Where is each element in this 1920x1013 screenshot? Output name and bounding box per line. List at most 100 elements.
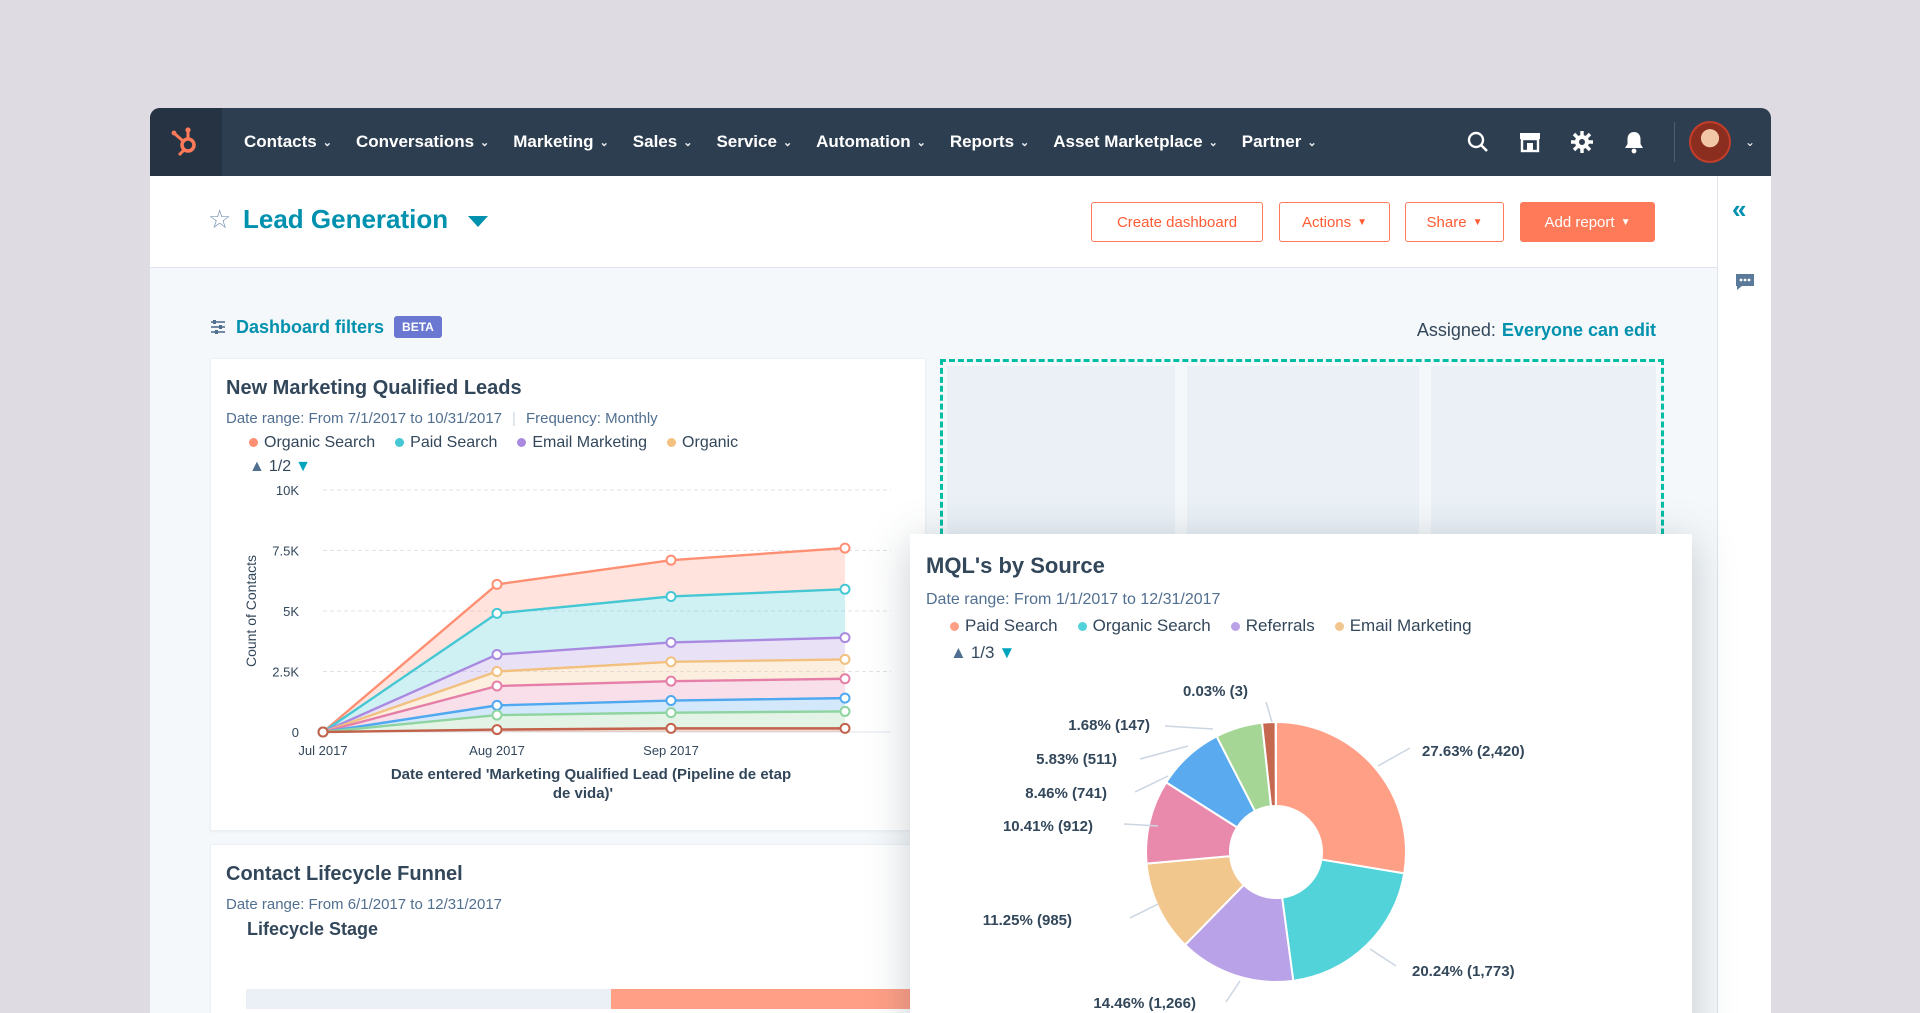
- card-title: Contact Lifecycle Funnel: [226, 863, 463, 885]
- data-point[interactable]: [839, 692, 851, 704]
- dashboard-filters[interactable]: Dashboard filters BETA: [210, 316, 442, 338]
- page-title[interactable]: Lead Generation: [243, 204, 449, 234]
- nav-item-service[interactable]: Service ⌄: [704, 132, 804, 152]
- nav-item-automation[interactable]: Automation ⌄: [804, 132, 938, 152]
- gear-icon[interactable]: [1556, 130, 1608, 154]
- nav-item-asset-marketplace[interactable]: Asset Marketplace ⌄: [1041, 132, 1230, 152]
- data-point[interactable]: [491, 724, 503, 736]
- chevron-down-icon: ⌄: [1020, 136, 1030, 149]
- data-point[interactable]: [839, 722, 851, 734]
- star-icon[interactable]: ☆: [208, 204, 232, 234]
- legend-dot: [950, 622, 959, 631]
- series-line: [322, 727, 845, 734]
- pie-slice[interactable]: [1183, 883, 1295, 983]
- legend-item[interactable]: Paid Search: [950, 616, 1058, 636]
- caret-down-icon: ▼: [1357, 216, 1368, 228]
- legend-item[interactable]: Organic Search: [1077, 616, 1211, 636]
- legend-item[interactable]: Paid Search: [395, 434, 497, 452]
- legend-item[interactable]: Referrals: [1230, 616, 1315, 636]
- legend-item[interactable]: Organic Search: [249, 434, 375, 452]
- data-point[interactable]: [665, 722, 677, 734]
- search-icon[interactable]: [1452, 131, 1504, 153]
- button-label: Actions: [1301, 213, 1352, 231]
- data-point[interactable]: [839, 705, 851, 717]
- top-nav: Contacts ⌄ Conversations ⌄ Marketing ⌄ Sale…: [150, 108, 1771, 176]
- legend-dot: [1230, 622, 1240, 631]
- bell-icon[interactable]: [1608, 130, 1660, 154]
- nav-item-reports[interactable]: Reports ⌄: [938, 132, 1041, 152]
- data-point[interactable]: [491, 699, 503, 711]
- nav-item-label: Sales: [632, 132, 678, 151]
- data-point[interactable]: [665, 695, 677, 707]
- nav-item-label: Service: [716, 132, 777, 151]
- data-point[interactable]: [839, 542, 851, 554]
- x-tick-label: Aug 2017: [469, 743, 525, 758]
- legend-dot: [1077, 622, 1087, 631]
- data-point[interactable]: [665, 656, 677, 668]
- series-line: [322, 658, 846, 734]
- chevron-down-icon: ⌄: [599, 136, 609, 149]
- legend-item[interactable]: Email Marketing: [1334, 616, 1472, 636]
- separator: |: [512, 410, 516, 427]
- slice-label: 27.63% (2,420): [1422, 743, 1525, 760]
- nav-item-label: Marketing: [513, 132, 594, 151]
- nav-item-sales[interactable]: Sales ⌄: [621, 132, 705, 152]
- donut-chart: 27.63% (2,420) 20.24% (1,773) 14.46% (1,26…: [983, 683, 1525, 1012]
- new-mql-card: New Marketing Qualified Leads Date range…: [210, 358, 926, 831]
- data-point[interactable]: [491, 666, 503, 677]
- create-dashboard-button[interactable]: Create dashboard: [1091, 202, 1263, 242]
- marketplace-icon[interactable]: [1504, 131, 1556, 153]
- data-point[interactable]: [491, 709, 503, 721]
- chevron-down-icon[interactable]: ⌄: [1744, 135, 1755, 149]
- add-report-button[interactable]: Add report ▼: [1520, 202, 1655, 242]
- data-point[interactable]: [665, 675, 677, 687]
- leader-line: [1164, 725, 1214, 730]
- data-point[interactable]: [839, 673, 851, 685]
- nav-item-conversations[interactable]: Conversations ⌄: [344, 132, 501, 152]
- data-point[interactable]: [491, 680, 503, 692]
- data-point[interactable]: [839, 583, 851, 595]
- dashboard-filters-label[interactable]: Dashboard filters: [236, 316, 385, 337]
- actions-button[interactable]: Actions ▼: [1279, 202, 1390, 242]
- data-point[interactable]: [491, 607, 503, 619]
- chat-icon[interactable]: [1734, 272, 1756, 297]
- button-label: Add report: [1544, 213, 1615, 231]
- pager-down-icon[interactable]: ▼: [998, 643, 1016, 662]
- pager-up-icon[interactable]: ▲: [950, 643, 967, 662]
- date-range: Date range: From 7/1/2017 to 10/31/2017: [226, 410, 503, 427]
- data-point[interactable]: [665, 590, 677, 602]
- data-point[interactable]: [665, 636, 677, 648]
- share-button[interactable]: Share ▼: [1405, 202, 1504, 242]
- avatar[interactable]: [1688, 121, 1731, 163]
- nav-menu: Contacts ⌄ Conversations ⌄ Marketing ⌄ Sale…: [232, 132, 1329, 152]
- slice-label: 8.46% (741): [1025, 785, 1107, 802]
- data-point[interactable]: [491, 649, 503, 661]
- nav-item-label: Automation: [816, 132, 911, 151]
- nav-item-label: Contacts: [244, 132, 317, 151]
- chart-legend: Organic Search Paid Search Email Marketi…: [249, 434, 738, 452]
- data-point[interactable]: [839, 653, 851, 665]
- data-point[interactable]: [839, 632, 851, 644]
- data-point[interactable]: [317, 726, 329, 738]
- nav-item-partner[interactable]: Partner ⌄: [1230, 132, 1329, 152]
- caret-down-icon[interactable]: [468, 216, 488, 227]
- slice-label: 10.41% (912): [1003, 818, 1093, 835]
- data-point[interactable]: [665, 707, 677, 719]
- pie-slice[interactable]: [1275, 720, 1407, 875]
- pie-slice[interactable]: [1280, 858, 1406, 982]
- x-axis-label: de vida)': [553, 785, 613, 802]
- data-point[interactable]: [665, 554, 677, 566]
- assigned-value-link[interactable]: Everyone can edit: [1501, 320, 1656, 340]
- legend-item[interactable]: Email Marketing: [517, 434, 647, 452]
- pager-down-icon[interactable]: ▼: [295, 458, 311, 475]
- collapse-double-chevron-icon[interactable]: «: [1732, 194, 1747, 224]
- frequency: Frequency: Monthly: [525, 410, 658, 427]
- series-area: [323, 698, 845, 732]
- pager-up-icon[interactable]: ▲: [249, 458, 265, 475]
- data-point[interactable]: [491, 578, 503, 590]
- nav-item-contacts[interactable]: Contacts ⌄: [232, 132, 344, 152]
- nav-item-marketing[interactable]: Marketing ⌄: [501, 132, 621, 152]
- hubspot-logo-icon[interactable]: [150, 108, 222, 176]
- legend-item[interactable]: Organic: [667, 434, 738, 452]
- legend-dot: [667, 438, 677, 447]
